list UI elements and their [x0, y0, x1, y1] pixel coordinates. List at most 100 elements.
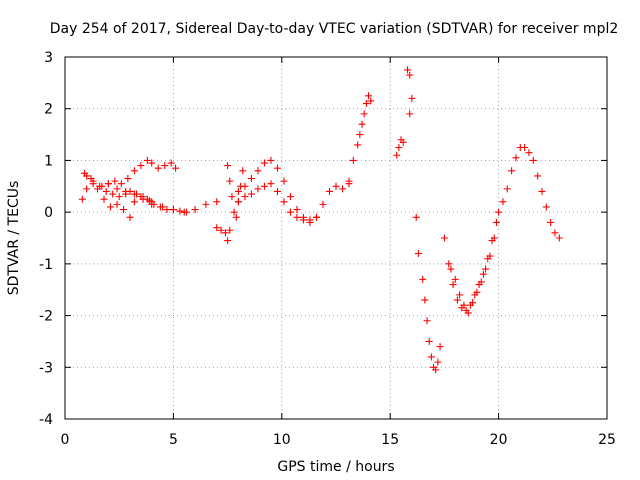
data-point [267, 156, 275, 164]
data-point [406, 110, 414, 118]
data-point [202, 200, 210, 208]
data-point [226, 226, 234, 234]
data-point [241, 193, 249, 201]
data-point [447, 265, 455, 273]
data-point [492, 218, 500, 226]
data-point [113, 185, 121, 193]
data-point [232, 213, 240, 221]
data-point [432, 366, 440, 374]
data-point [139, 195, 147, 203]
data-point [273, 187, 281, 195]
data-point [406, 71, 414, 79]
data-point [113, 200, 121, 208]
x-axis-label: GPS time / hours [277, 459, 394, 475]
data-point [503, 185, 511, 193]
data-point [254, 185, 262, 193]
data-point [495, 208, 503, 216]
data-point [267, 180, 275, 188]
data-point [241, 182, 249, 190]
data-point [260, 182, 268, 190]
data-point [169, 206, 177, 214]
data-point [538, 187, 546, 195]
data-point [421, 296, 429, 304]
data-point [159, 203, 167, 211]
data-point [542, 203, 550, 211]
data-point [228, 193, 236, 201]
data-point [434, 358, 442, 366]
x-tick-label: 10 [273, 432, 291, 448]
x-tick-labels: 0 5 10 15 20 25 [61, 432, 616, 448]
data-points [78, 66, 563, 374]
data-point [163, 206, 171, 214]
data-point [449, 281, 457, 289]
data-point [286, 193, 294, 201]
data-point [393, 151, 401, 159]
x-tick-label: 15 [381, 432, 399, 448]
data-point [356, 131, 364, 139]
data-point [490, 234, 498, 242]
y-tick-label: 1 [44, 153, 53, 169]
data-point [512, 154, 520, 162]
x-tick-label: 25 [598, 432, 616, 448]
data-point [460, 301, 468, 309]
data-point [230, 208, 238, 216]
data-point [319, 200, 327, 208]
data-point [358, 120, 366, 128]
data-point [111, 177, 119, 185]
data-point [395, 144, 403, 151]
data-point [482, 265, 490, 273]
data-point [555, 234, 563, 242]
data-point [464, 309, 472, 317]
grid-layer [65, 57, 607, 419]
data-point [345, 177, 353, 185]
data-point [280, 177, 288, 185]
data-point [102, 187, 110, 195]
data-point [130, 167, 138, 175]
data-point [551, 229, 559, 237]
data-point [161, 162, 169, 170]
data-point [427, 353, 435, 361]
data-point [260, 159, 268, 167]
y-tick-label: -1 [39, 257, 53, 273]
data-point [547, 218, 555, 226]
data-point [224, 162, 232, 170]
data-point [115, 193, 123, 201]
data-point [477, 278, 485, 286]
y-tick-label: -4 [39, 412, 53, 428]
data-point [306, 218, 314, 226]
data-point [94, 185, 102, 193]
data-point [332, 182, 340, 190]
data-point [425, 337, 433, 345]
data-point [217, 226, 225, 234]
data-point [293, 213, 301, 221]
data-point [367, 97, 375, 105]
plot-frame [64, 56, 608, 420]
data-point [362, 100, 370, 108]
data-point [167, 159, 175, 167]
data-point [499, 198, 507, 206]
data-point [234, 187, 242, 195]
data-point [299, 216, 307, 224]
data-point [412, 213, 420, 221]
data-point [453, 296, 461, 304]
data-point [221, 229, 229, 237]
data-point [239, 167, 247, 175]
data-point [404, 66, 412, 74]
data-point [124, 175, 132, 183]
data-point [451, 275, 459, 283]
x-tick-label: 5 [169, 432, 178, 448]
data-point [247, 175, 255, 183]
y-axis-label: SDTVAR / TECUs [6, 181, 22, 296]
y-tick-label: -2 [39, 309, 53, 325]
data-point [180, 208, 188, 216]
data-point [176, 207, 184, 215]
data-point [508, 167, 516, 175]
data-point [130, 190, 138, 198]
data-point [107, 203, 115, 211]
data-point [154, 164, 162, 172]
tick-layer [64, 56, 608, 420]
data-point [534, 172, 542, 180]
data-point [456, 291, 464, 299]
y-tick-label: 0 [44, 205, 53, 221]
